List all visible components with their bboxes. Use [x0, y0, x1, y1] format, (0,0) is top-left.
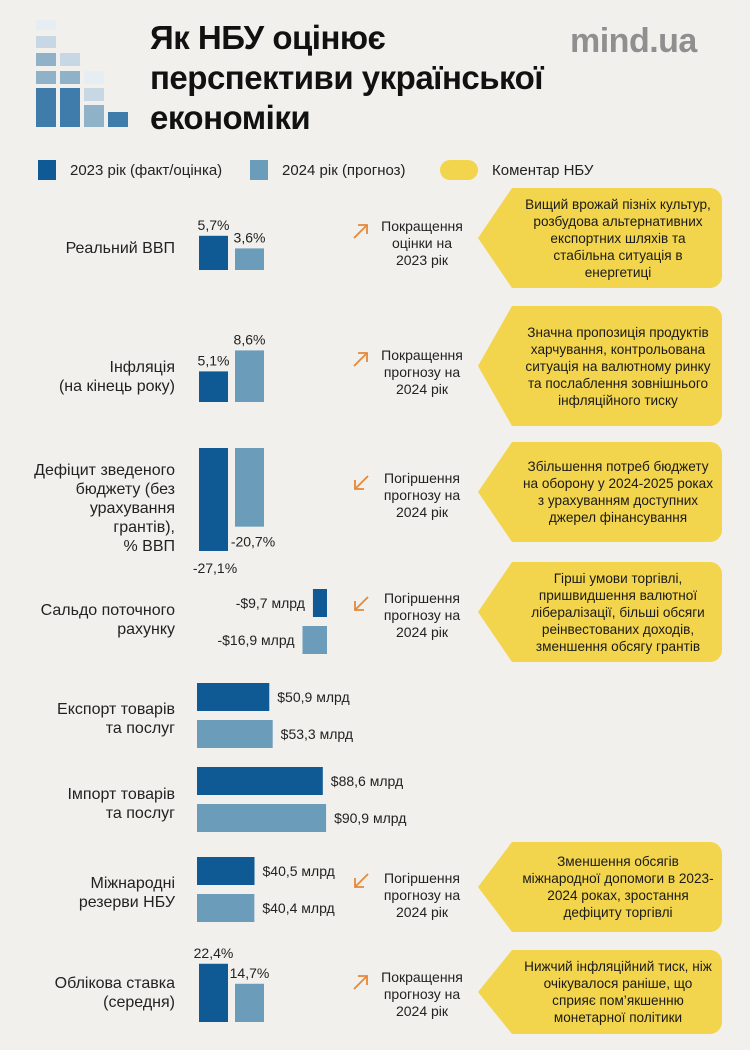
nbu-comment-text: Збільшення потреб бюджету на оборону у 2…: [522, 459, 714, 525]
row-label-imports: Імпорт товарів та послуг: [67, 786, 175, 822]
nbu-comment-inflation: Значна пропозиція продуктів харчування, …: [478, 306, 722, 426]
data-label: 14,7%: [230, 965, 270, 981]
nbu-comment-text: Зменшення обсягів міжнародної допомоги в…: [522, 854, 714, 920]
row-label-gdp: Реальний ВВП: [65, 240, 175, 257]
bar-2023: [312, 589, 327, 617]
bar-2024: [235, 248, 264, 270]
data-label: $40,4 млрд: [262, 900, 334, 916]
nbu-comment-discount-rate: Нижчий інфляційний тиск, ніж очікувалося…: [478, 950, 722, 1034]
bar-2023: [197, 857, 255, 885]
nbu-comment-gdp: Вищий врожай пізніх культур, розбудова а…: [478, 188, 722, 288]
legend-label-2023: 2023 рік (факт/оцінка): [70, 162, 223, 179]
trend-text-discount-rate: Покращення прогнозу на 2024 рік: [381, 969, 463, 1019]
arrow-up-icon: [353, 224, 368, 239]
trend-text-inflation: Покращення прогнозу на 2024 рік: [381, 347, 463, 397]
logo-icon: [36, 20, 128, 128]
data-label: 8,6%: [234, 331, 266, 347]
legend-label-comment: Коментар НБУ: [492, 162, 594, 179]
data-label: 5,7%: [198, 217, 230, 233]
row-label-discount-rate: Облікова ставка (середня): [54, 975, 175, 1011]
bar-2023: [197, 767, 323, 795]
nbu-comment-deficit: Збільшення потреб бюджету на оборону у 2…: [478, 442, 722, 542]
arrow-up-icon: [353, 352, 368, 367]
nbu-comment-text: Значна пропозиція продуктів харчування, …: [525, 324, 711, 408]
trend-text-current-account: Погіршення прогнозу на 2024 рік: [383, 590, 461, 640]
data-label: -20,7%: [231, 534, 275, 550]
trend-text-gdp: Покращення оцінки на 2023 рік: [381, 218, 463, 268]
row-label-reserves: Міжнародні резерви НБУ: [78, 875, 175, 911]
data-label: -$9,7 млрд: [236, 595, 305, 611]
brand-logo-text: mind.ua: [570, 22, 697, 60]
nbu-comment-reserves: Зменшення обсягів міжнародної допомоги в…: [478, 842, 722, 932]
row-label-deficit: Дефіцит зведеного бюджету (без урахуванн…: [34, 462, 175, 555]
bar-2024: [235, 350, 264, 402]
bar-2023: [197, 683, 270, 711]
data-label: $88,6 млрд: [331, 773, 403, 789]
bar-2023: [199, 448, 228, 551]
legend-label-2024: 2024 рік (прогноз): [282, 162, 406, 179]
bar-2024: [197, 720, 273, 748]
page-title: Як НБУ оцінює перспективи української ек…: [150, 19, 544, 136]
bar-2024: [235, 983, 264, 1022]
nbu-comment-text: Вищий врожай пізніх культур, розбудова а…: [525, 196, 711, 280]
bar-2024: [302, 626, 327, 654]
arrow-down-icon: [354, 475, 369, 490]
nbu-comment-text: Гірші умови торгівлі, пришвидшення валют…: [531, 570, 705, 654]
bar-2024: [235, 448, 264, 527]
nbu-comment-text: Нижчий інфляційний тиск, ніж очікувалося…: [524, 959, 712, 1025]
bar-2024: [197, 804, 327, 832]
data-label: $53,3 млрд: [281, 726, 353, 742]
row-label-current-account: Сальдо поточного рахунку: [40, 602, 175, 638]
legend-swatch-2024: [250, 160, 268, 180]
data-label: $50,9 млрд: [277, 689, 349, 705]
legend-swatch-comment: [440, 160, 478, 180]
nbu-comment-current-account: Гірші умови торгівлі, пришвидшення валют…: [478, 562, 722, 662]
data-label: 22,4%: [194, 945, 234, 961]
row-label-exports: Експорт товарів та послуг: [57, 701, 175, 737]
bar-2023: [199, 235, 228, 270]
data-label: 3,6%: [234, 229, 266, 245]
data-label: $90,9 млрд: [334, 810, 406, 826]
data-label: $40,5 млрд: [263, 863, 335, 879]
trend-text-deficit: Погіршення прогнозу на 2024 рік: [383, 470, 461, 520]
row-label-inflation: Інфляція (на кінець року): [58, 359, 175, 395]
legend-swatch-2023: [38, 160, 56, 180]
arrow-up-icon: [353, 975, 368, 990]
bar-2024: [197, 894, 255, 922]
data-label: -27,1%: [193, 560, 237, 576]
trend-text-reserves: Погіршення прогнозу на 2024 рік: [383, 870, 461, 920]
arrow-down-icon: [354, 596, 369, 611]
data-label: 5,1%: [198, 352, 230, 368]
arrow-down-icon: [354, 873, 369, 888]
bar-2023: [199, 963, 228, 1022]
bar-2023: [199, 371, 228, 402]
data-label: -$16,9 млрд: [217, 632, 294, 648]
